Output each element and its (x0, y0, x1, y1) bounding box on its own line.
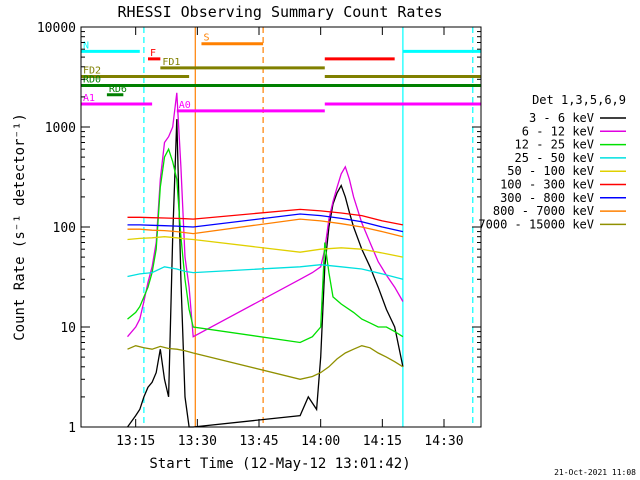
flag-label-n: N (83, 40, 89, 51)
series-line-8 (127, 218, 404, 238)
x-tick-label-2: 13:30 (178, 434, 217, 449)
series-line-7 (127, 213, 404, 233)
series-line-9 (127, 345, 404, 380)
flag-label-f: F (150, 48, 156, 59)
series-line-1 (126, 119, 404, 428)
series-line-5 (127, 236, 404, 258)
legend-label-5: 50 - 100 keV (507, 164, 594, 178)
legend-label-9: 7000 - 15000 keV (478, 217, 594, 231)
legend-label-2: 6 - 12 keV (522, 124, 594, 138)
x-tick-label-3: 13:45 (239, 434, 278, 449)
flag-label-s: S (203, 33, 209, 44)
flag-label-fd1: FD1 (162, 57, 180, 68)
flag-label-a0: A0 (179, 100, 191, 111)
series-line-2 (127, 92, 404, 338)
legend-label-1: 3 - 6 keV (529, 111, 594, 125)
series-line-4 (127, 264, 404, 280)
flag-label-fd2: FD2 (83, 65, 101, 76)
legend-label-4: 25 - 50 keV (515, 151, 594, 165)
footer-timestamp: 21-Oct-2021 11:08 (554, 468, 636, 477)
x-tick-label-5: 14:15 (363, 434, 402, 449)
x-tick-label-1: 13:15 (116, 434, 155, 449)
series-line-6 (127, 208, 404, 226)
legend-label-6: 100 - 300 keV (500, 178, 594, 192)
y-axis-label: Count Rate (s⁻¹ detector⁻¹) (12, 113, 28, 341)
x-axis-ticks: 13:15 13:30 13:45 14:00 14:15 14:30 (116, 27, 464, 449)
flag-label-rd6: RD6 (109, 84, 127, 95)
y-tick-label-4: 1000 (45, 121, 76, 136)
y-tick-label-2: 10 (60, 321, 76, 336)
y-tick-label-5: 10000 (37, 21, 76, 36)
y-tick-label-1: 1 (68, 421, 76, 436)
legend-title: Det 1,3,5,6,9 (532, 93, 626, 107)
x-tick-label-4: 14:00 (301, 434, 340, 449)
chart-title: RHESSI Observing Summary Count Rates (117, 3, 442, 21)
x-tick-label-6: 14:30 (424, 434, 463, 449)
x-axis-label: Start Time (12-May-12 13:01:42) (149, 456, 410, 472)
legend-label-7: 300 - 800 keV (500, 191, 594, 205)
y-tick-label-3: 100 (53, 221, 76, 236)
legend-label-3: 12 - 25 keV (515, 138, 594, 152)
legend-label-8: 800 - 7000 keV (493, 204, 594, 218)
y-axis-ticks: 1 10 100 1000 10000 (37, 21, 481, 436)
flag-label-rd0: RD0 (83, 75, 101, 86)
series-line-3 (127, 147, 404, 344)
flag-label-a1: A1 (83, 93, 95, 104)
